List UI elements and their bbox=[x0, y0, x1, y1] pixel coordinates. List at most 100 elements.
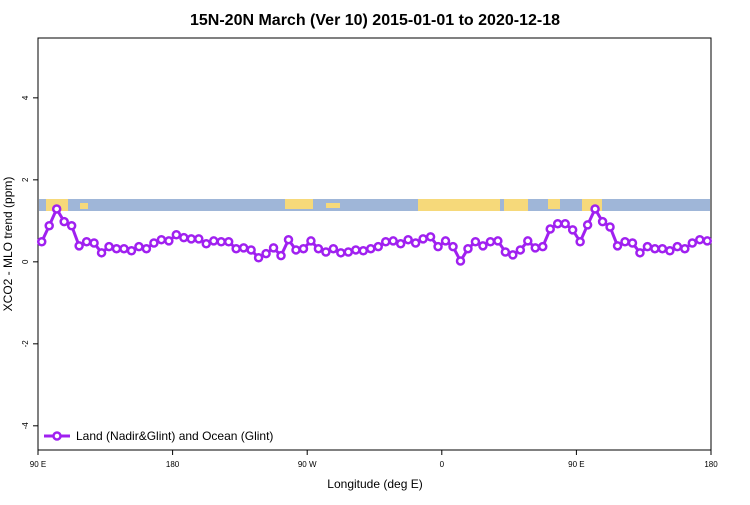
data-point bbox=[164, 236, 174, 246]
data-point bbox=[238, 243, 249, 253]
data-point bbox=[425, 232, 436, 242]
data-point bbox=[493, 236, 503, 246]
data-point bbox=[470, 236, 481, 247]
y-tick-label: 2 bbox=[21, 177, 30, 182]
data-point bbox=[74, 241, 84, 251]
y-tick-label: -4 bbox=[21, 422, 30, 430]
data-point bbox=[455, 256, 466, 266]
data-point bbox=[582, 220, 593, 230]
data-point bbox=[702, 236, 713, 246]
series-line bbox=[40, 205, 708, 265]
data-point bbox=[620, 236, 630, 247]
data-point bbox=[597, 216, 608, 227]
data-point bbox=[672, 241, 683, 252]
data-point bbox=[665, 246, 675, 256]
data-point bbox=[283, 234, 294, 245]
data-point bbox=[268, 243, 279, 253]
data-point bbox=[119, 243, 129, 254]
data-point bbox=[313, 243, 324, 254]
data-point bbox=[59, 216, 69, 227]
y-tick-label: -2 bbox=[21, 340, 30, 348]
data-point bbox=[321, 247, 331, 257]
data-point bbox=[523, 236, 533, 246]
data-point bbox=[635, 248, 645, 258]
data-point bbox=[261, 248, 271, 259]
data-point bbox=[448, 241, 458, 252]
data-point bbox=[695, 234, 705, 245]
data-point bbox=[358, 246, 369, 256]
x-tick-label: 180 bbox=[704, 460, 718, 469]
data-point bbox=[231, 243, 241, 254]
data-point bbox=[657, 243, 668, 254]
data-point bbox=[186, 234, 197, 244]
data-point bbox=[66, 221, 77, 231]
data-point bbox=[463, 243, 473, 254]
data-point bbox=[216, 236, 226, 247]
data-point bbox=[194, 234, 204, 244]
data-point bbox=[508, 250, 518, 260]
data-point bbox=[642, 241, 653, 252]
data-point bbox=[612, 241, 623, 251]
data-point bbox=[545, 224, 555, 234]
data-point bbox=[478, 241, 488, 251]
data-point bbox=[201, 239, 211, 249]
data-point bbox=[552, 218, 563, 229]
data-point bbox=[410, 238, 421, 248]
x-axis-label: Longitude (deg E) bbox=[327, 477, 422, 491]
legend-marker bbox=[52, 431, 62, 441]
x-tick-label: 180 bbox=[166, 460, 180, 469]
data-point bbox=[403, 234, 413, 245]
data-point bbox=[627, 238, 638, 248]
y-tick-label: 0 bbox=[21, 259, 30, 264]
data-point bbox=[650, 243, 660, 254]
data-point bbox=[567, 225, 578, 235]
data-point bbox=[253, 252, 264, 263]
data-point bbox=[395, 239, 406, 249]
data-point bbox=[351, 245, 361, 255]
data-point bbox=[418, 234, 428, 244]
data-point bbox=[81, 236, 92, 247]
x-tick-label: 90 E bbox=[30, 460, 46, 469]
data-point bbox=[538, 241, 548, 252]
data-point bbox=[104, 241, 114, 252]
data-point bbox=[223, 236, 234, 247]
data-point bbox=[208, 236, 219, 246]
data-point bbox=[171, 230, 182, 240]
data-point bbox=[246, 245, 256, 255]
data-point bbox=[291, 245, 301, 255]
data-point bbox=[126, 246, 137, 256]
x-tick-label: 90 W bbox=[298, 460, 317, 469]
data-point bbox=[179, 232, 189, 243]
data-point bbox=[336, 248, 346, 258]
data-point bbox=[388, 236, 398, 246]
y-axis-label: XCO2 - MLO trend (ppm) bbox=[1, 177, 15, 312]
data-point bbox=[44, 221, 54, 231]
map-band bbox=[39, 199, 710, 211]
data-point bbox=[298, 243, 309, 254]
data-point bbox=[530, 243, 541, 253]
data-point bbox=[276, 250, 286, 261]
data-point bbox=[680, 243, 690, 254]
data-point bbox=[590, 204, 600, 214]
x-tick-label: 90 E bbox=[568, 460, 584, 469]
legend-label: Land (Nadir&Glint) and Ocean (Glint) bbox=[76, 429, 273, 443]
data-point bbox=[149, 238, 159, 248]
y-tick-label: 4 bbox=[21, 95, 30, 100]
data-point bbox=[500, 247, 511, 257]
data-point bbox=[515, 245, 526, 255]
data-point bbox=[440, 236, 451, 246]
chart-title: 15N-20N March (Ver 10) 2015-01-01 to 202… bbox=[190, 12, 560, 29]
data-point bbox=[373, 241, 383, 252]
data-point bbox=[328, 243, 339, 254]
data-point bbox=[89, 238, 99, 248]
data-point bbox=[433, 241, 443, 252]
data-point bbox=[687, 238, 698, 248]
data-point bbox=[51, 204, 62, 214]
data-point bbox=[36, 236, 47, 247]
data-point bbox=[306, 236, 316, 246]
data-point bbox=[485, 236, 496, 247]
x-tick-label: 0 bbox=[440, 460, 445, 469]
data-point bbox=[141, 243, 152, 254]
